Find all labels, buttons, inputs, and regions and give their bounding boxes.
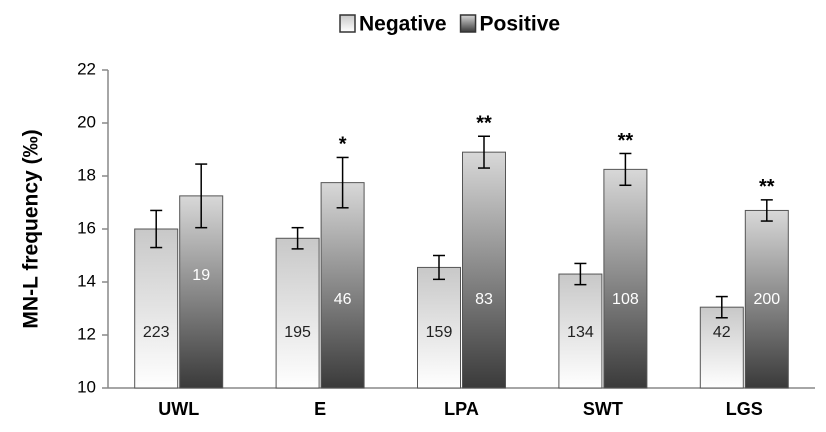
bar (320, 182, 365, 389)
bar (603, 168, 648, 389)
x-tick-label: SWT (583, 399, 623, 419)
bar (417, 266, 461, 389)
bar (744, 209, 789, 389)
legend-swatch (339, 14, 356, 33)
y-tick-label: 16 (77, 218, 96, 237)
significance-label: * (339, 134, 347, 156)
count-label: 108 (612, 291, 639, 308)
x-tick-label: LGS (726, 399, 763, 419)
bar (275, 237, 320, 389)
legend-label: Negative (359, 13, 447, 36)
count-label: 195 (284, 324, 311, 341)
y-tick-label: 20 (77, 112, 96, 131)
y-tick-label: 22 (77, 59, 96, 78)
y-axis-label: MN-L frequency (‰) (20, 129, 43, 328)
count-label: 223 (143, 324, 170, 341)
count-label: 200 (753, 291, 780, 308)
significance-label: ** (476, 113, 492, 135)
legend-label: Positive (480, 13, 561, 36)
count-label: 83 (475, 291, 493, 308)
count-label: 42 (713, 324, 731, 341)
y-tick-label: 10 (77, 377, 96, 396)
bar (699, 306, 744, 389)
count-label: 159 (426, 324, 453, 341)
x-tick-label: UWL (158, 399, 199, 419)
significance-label: ** (759, 176, 775, 198)
y-tick-label: 18 (77, 165, 96, 184)
count-label: 46 (334, 291, 352, 308)
bar (134, 228, 179, 389)
bar (462, 151, 506, 389)
y-tick-label: 12 (77, 324, 96, 343)
count-label: 19 (192, 267, 210, 284)
count-label: 134 (567, 324, 594, 341)
legend-swatch (459, 14, 477, 33)
bar (558, 273, 603, 389)
significance-label: ** (618, 130, 634, 152)
x-tick-label: E (314, 399, 326, 419)
x-tick-label: LPA (444, 399, 479, 419)
y-tick-label: 14 (77, 271, 96, 290)
